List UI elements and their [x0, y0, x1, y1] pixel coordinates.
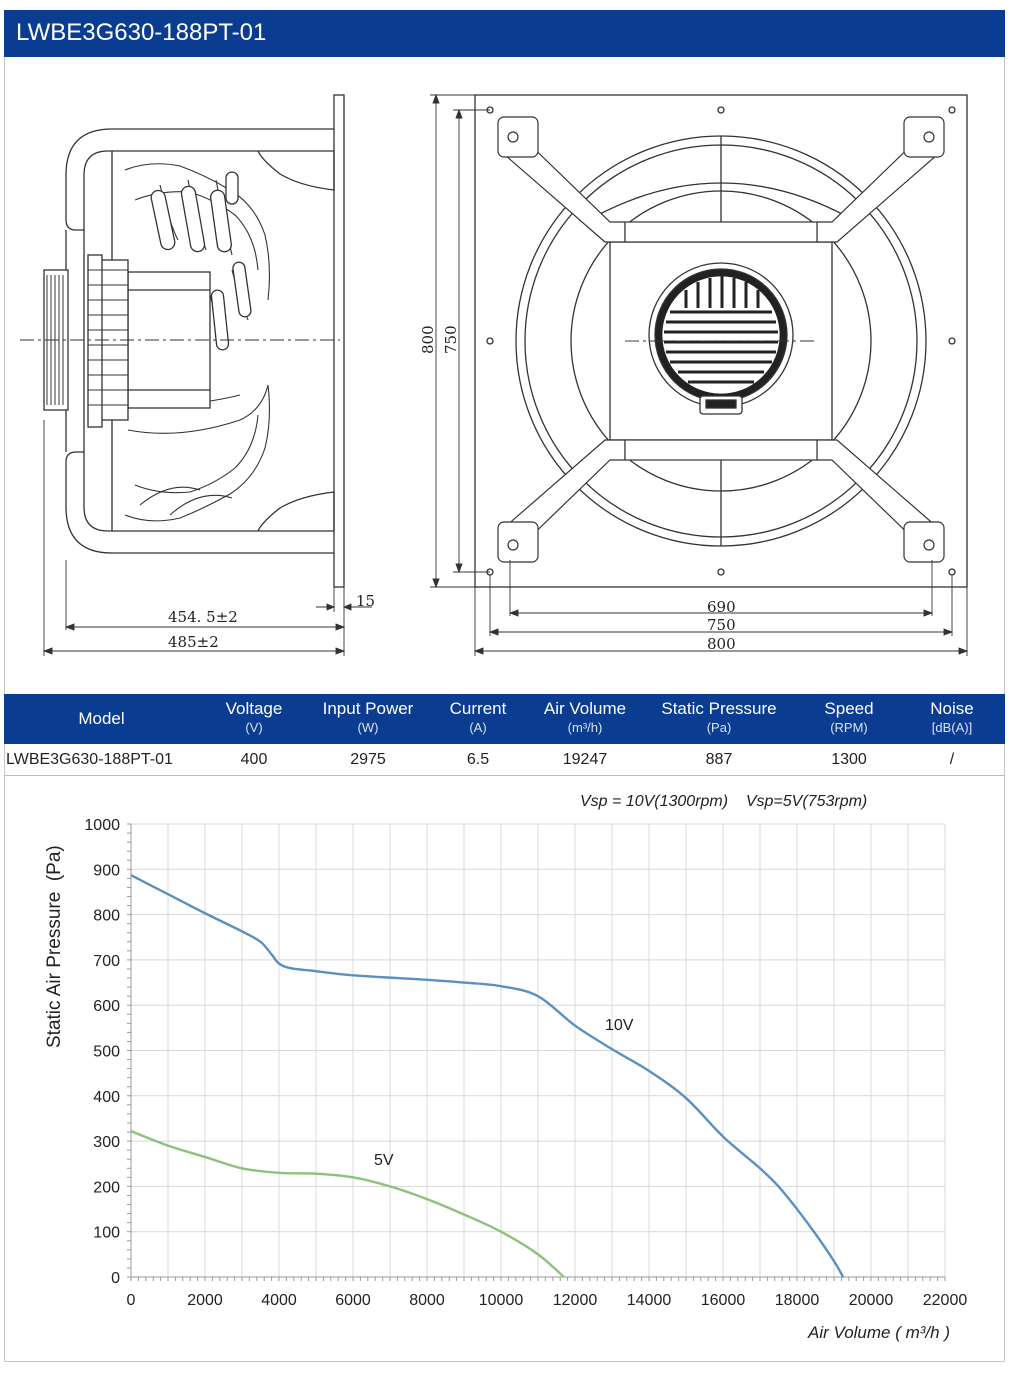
dim-height-inner: 750 — [442, 325, 460, 354]
col-static-pressure: Static Pressure (Pa) — [661, 699, 777, 735]
col-voltage: Voltage (V) — [225, 699, 283, 735]
dim-height-outer: 800 — [419, 325, 437, 354]
col-model: Model — [78, 709, 125, 728]
cell-input-power: 2975 — [350, 751, 386, 768]
cell-air-volume: 19247 — [562, 751, 608, 768]
dim-side-total: 485±2 — [168, 633, 219, 651]
col-current: Current (A) — [449, 699, 507, 735]
cell-model: LWBE3G630-188PT-01 — [6, 751, 173, 768]
cell-speed: 1300 — [831, 751, 867, 768]
dim-side-depth: 454. 5±2 — [168, 608, 238, 626]
col-air-volume: Air Volume (m³/h) — [543, 699, 627, 735]
dim-flange: 15 — [356, 592, 375, 610]
title-bar: LWBE3G630-188PT-01 — [4, 10, 1005, 57]
cell-voltage: 400 — [240, 751, 268, 768]
dim-hole-spacing: 690 — [707, 598, 736, 616]
page-title: LWBE3G630-188PT-01 — [16, 19, 267, 46]
col-noise: Noise [dB(A)] — [930, 699, 974, 735]
col-speed: Speed (RPM) — [824, 699, 874, 735]
front-view — [430, 93, 969, 656]
cell-noise: / — [949, 751, 955, 768]
dim-width-inner: 750 — [707, 616, 736, 634]
technical-drawing: 454. 5±2 485±2 15 690 750 800 800 750 — [20, 93, 969, 656]
cell-static-pressure: 887 — [705, 751, 733, 768]
side-view — [20, 94, 372, 656]
spec-table-header: Model Voltage (V) Input Power (W) Current(… — [4, 694, 1005, 744]
col-input-power: Input Power (W) — [322, 699, 414, 735]
spec-table-row: LWBE3G630-188PT-01 400 2975 6.5 19247 88… — [4, 744, 1005, 776]
cell-current: 6.5 — [466, 751, 490, 768]
dim-width-outer: 800 — [707, 635, 736, 653]
